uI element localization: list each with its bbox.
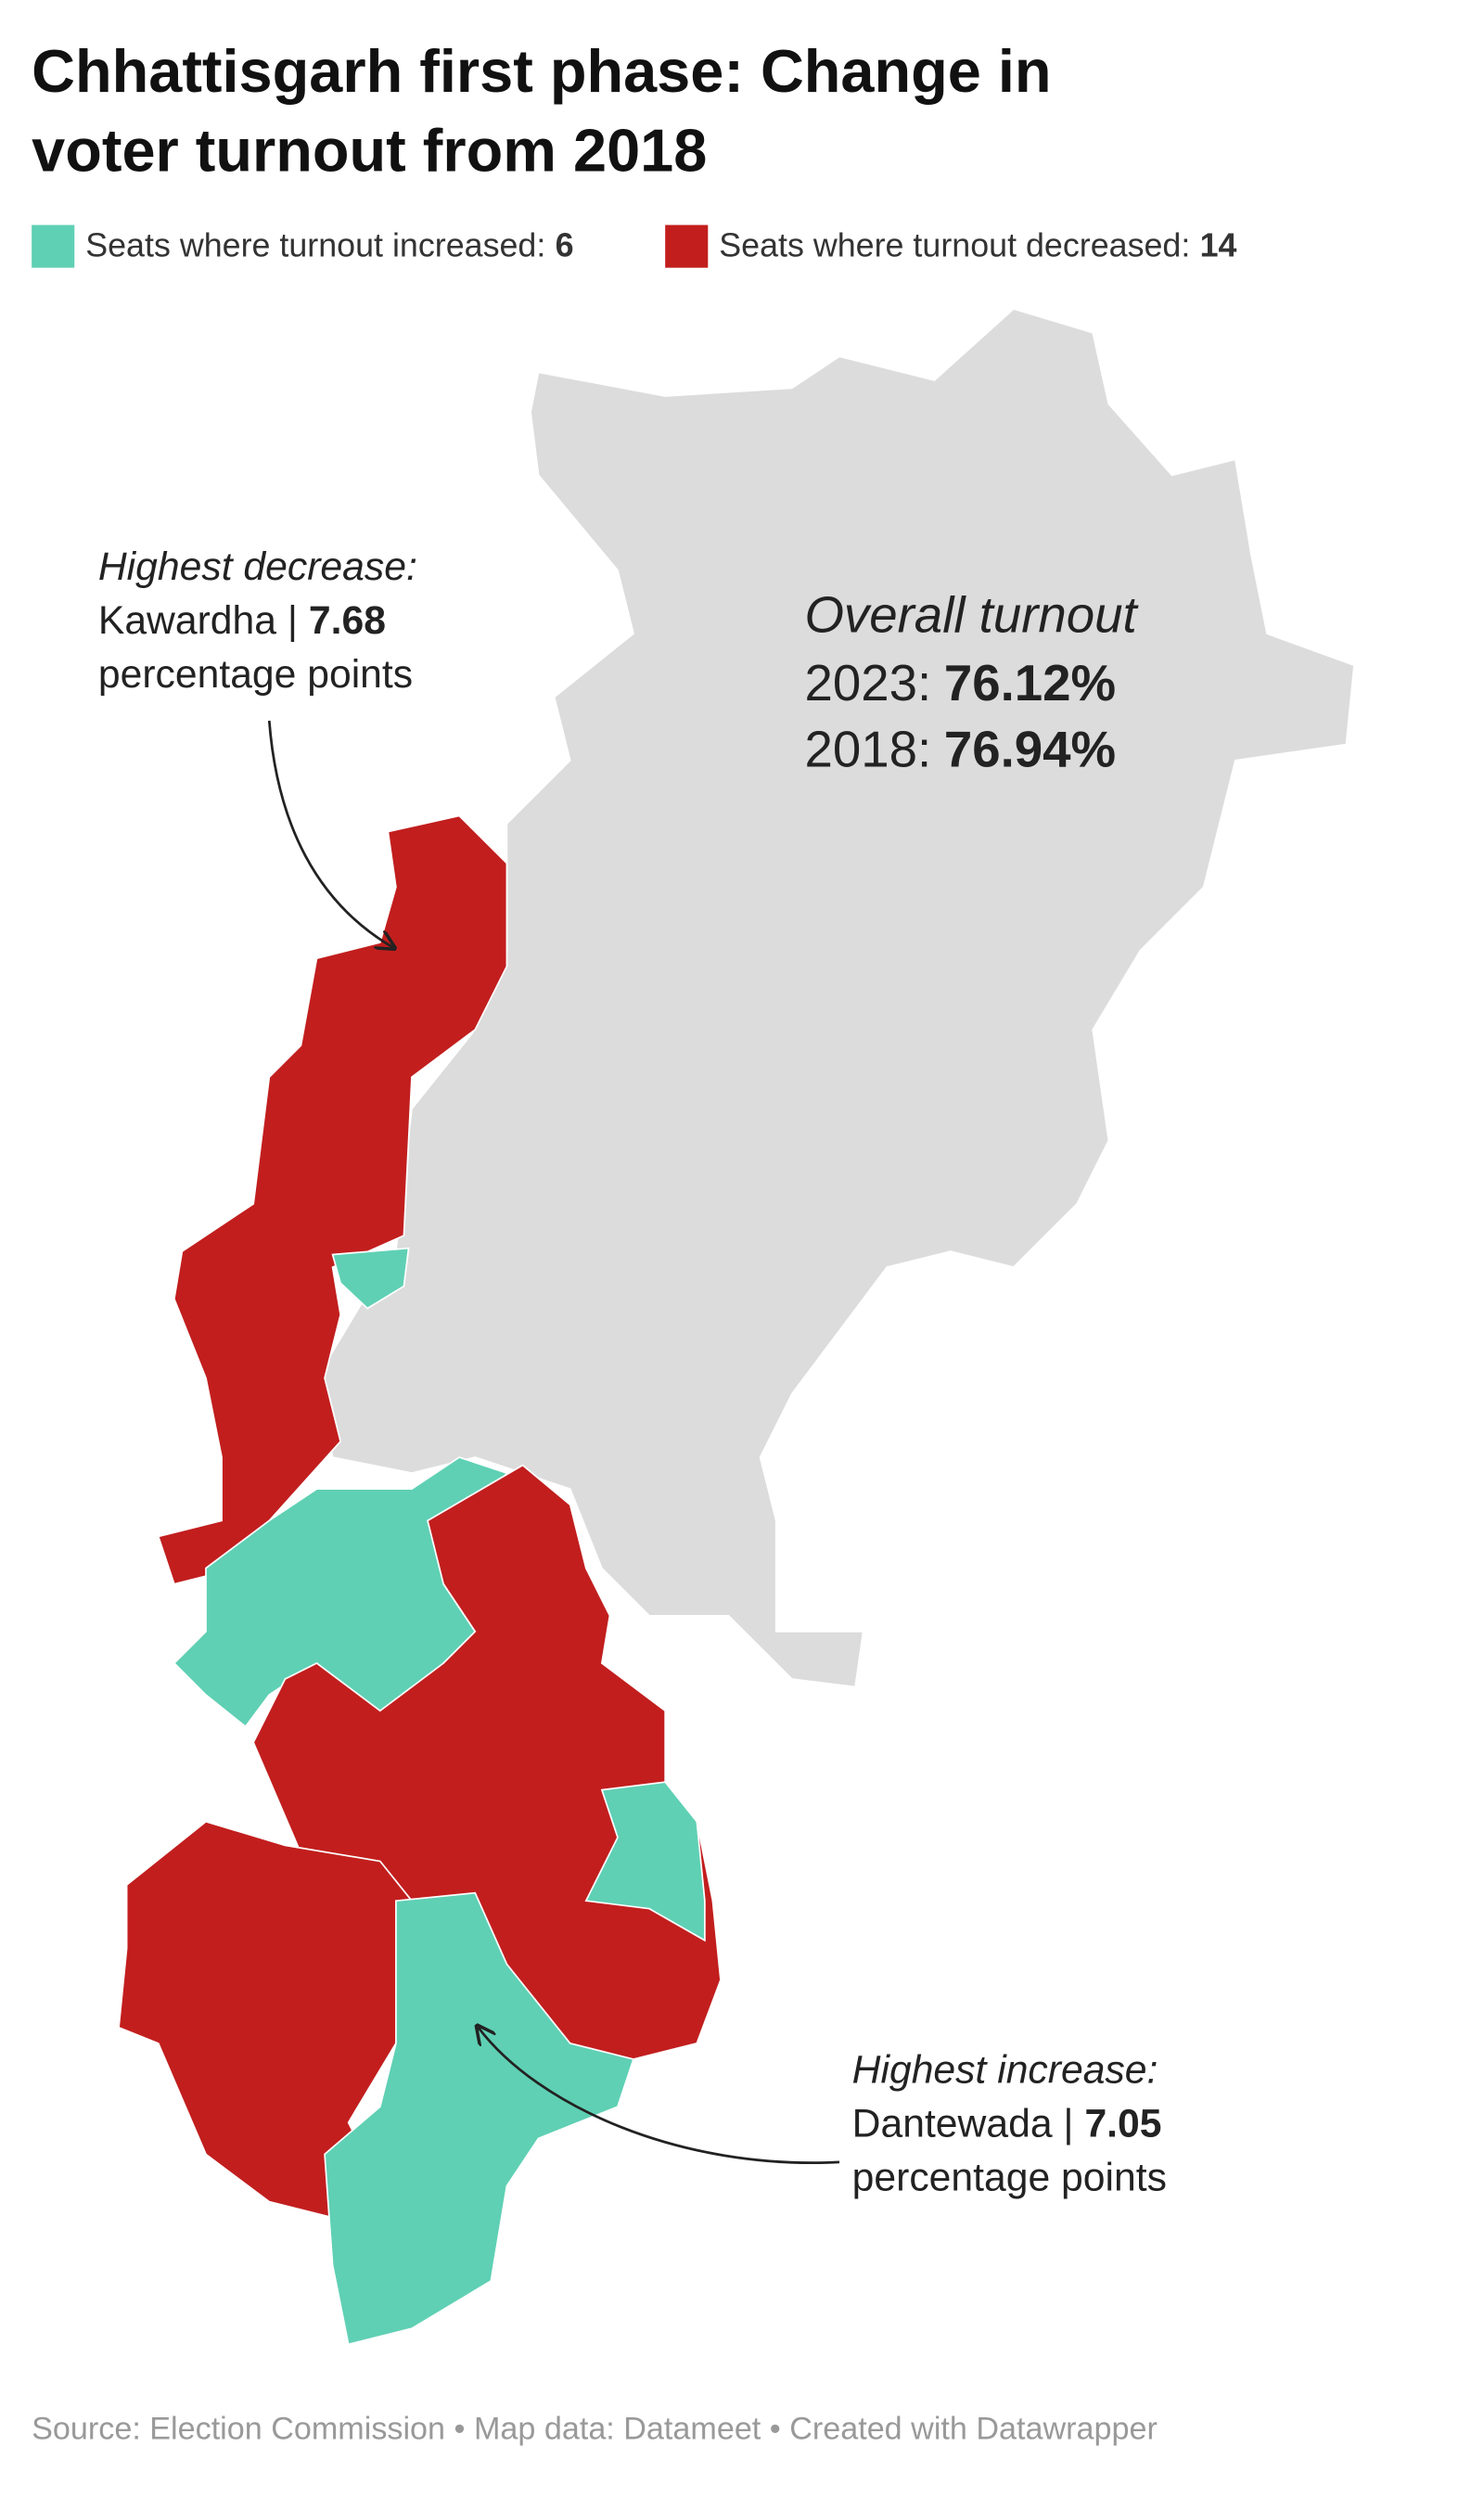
annotation-line: Dantewada | 7.05 bbox=[852, 2102, 1162, 2146]
legend-label: Seats where turnout decreased: bbox=[719, 227, 1190, 264]
legend-count: 14 bbox=[1200, 227, 1237, 264]
seat-name: Kawardha | bbox=[98, 598, 298, 643]
source-note: Source: Election Commission • Map data: … bbox=[32, 2412, 1158, 2447]
legend-label: Seats where turnout increased: bbox=[85, 227, 545, 264]
legend-swatch bbox=[665, 224, 709, 268]
title-line: voter turnout from 2018 bbox=[32, 116, 707, 184]
annotation-unit: percentage points bbox=[852, 2156, 1167, 2200]
region-increased bbox=[324, 1891, 635, 2346]
seat-value: 7.68 bbox=[309, 598, 386, 643]
overall-year: 2023: bbox=[804, 655, 931, 711]
overall-row: 2023: 76.12% bbox=[804, 655, 1116, 711]
overall-heading: Overall turnout bbox=[804, 586, 1139, 643]
region-decreased bbox=[157, 814, 508, 1585]
region-increased bbox=[584, 1781, 706, 1942]
annotation-line: Kawardha | 7.68 bbox=[98, 598, 386, 643]
annotation-arrow bbox=[267, 720, 392, 947]
annotation-increase: Highest increase: Dantewada | 7.05 percen… bbox=[479, 2028, 1167, 2200]
legend-entry: Seats where turnout decreased: 14 bbox=[719, 227, 1236, 264]
annotation-decrease: Highest decrease: Kawardha | 7.68 percent… bbox=[98, 544, 417, 947]
region-increased bbox=[331, 1247, 410, 1310]
legend-entry: Seats where turnout increased: 6 bbox=[85, 227, 573, 264]
overall-turnout: Overall turnout 2023: 76.12% 2018: 76.94% bbox=[804, 586, 1139, 777]
legend-swatch bbox=[32, 224, 75, 268]
legend-count: 6 bbox=[556, 227, 574, 264]
map bbox=[118, 308, 1355, 2346]
title-line: Chhattisgarh first phase: Change in bbox=[32, 37, 1051, 105]
annotation-unit: percentage points bbox=[98, 652, 413, 697]
overall-year: 2018: bbox=[804, 722, 931, 778]
overall-row: 2018: 76.94% bbox=[804, 722, 1116, 778]
annotation-heading: Highest increase: bbox=[852, 2048, 1158, 2093]
annotation-arrow bbox=[479, 2028, 840, 2164]
annotation-heading: Highest decrease: bbox=[98, 544, 417, 589]
overall-value: 76.12% bbox=[944, 655, 1116, 711]
seat-name: Dantewada | bbox=[852, 2102, 1074, 2146]
legend: Seats where turnout increased: 6 Seats wh… bbox=[32, 224, 1237, 268]
seat-value: 7.05 bbox=[1084, 2102, 1161, 2146]
overall-value: 76.94% bbox=[944, 722, 1116, 778]
